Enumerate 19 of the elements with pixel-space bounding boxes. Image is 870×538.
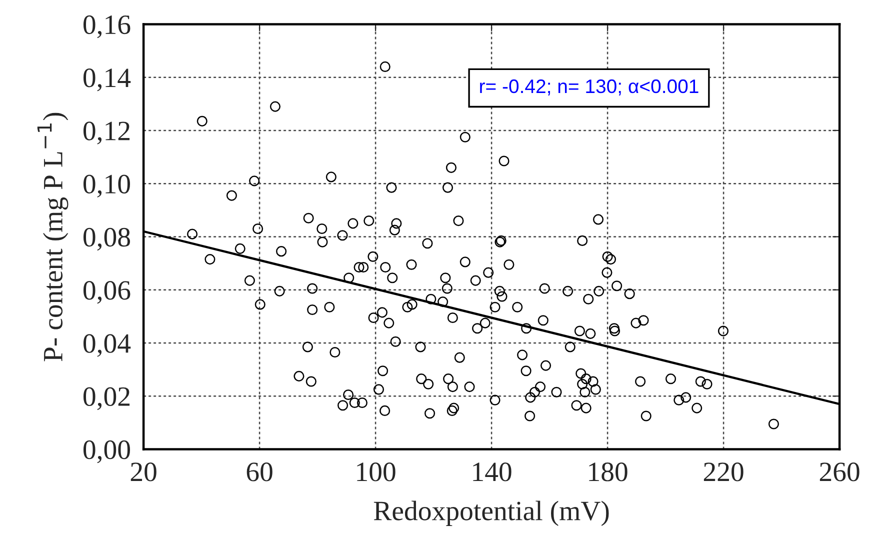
annotation: r= -0.42; n= 130; α<0.001 — [480, 79, 698, 96]
y-tick-label: 0,06 — [84, 281, 130, 304]
y-tick-label: 0,12 — [84, 122, 130, 144]
x-tick-label: 180 — [589, 462, 628, 482]
y-tick-label: 0,04 — [84, 334, 131, 357]
x-tick-label: 100 — [357, 462, 396, 482]
y-tick-label: 0,10 — [84, 174, 130, 198]
x-tick-label: 20 — [130, 462, 156, 482]
y-tick-label: 0,08 — [84, 228, 130, 251]
y-axis-title: P- content (mg P L$^{−1}$) — [37, 112, 68, 362]
x-tick-label: 260 — [820, 462, 860, 482]
x-tick-label: 220 — [704, 462, 744, 482]
y-tick-label: 0,14 — [84, 68, 131, 92]
y-tick-label: 0,16 — [84, 15, 130, 38]
y-tick-label: 0,00 — [84, 440, 130, 464]
x-tick-label: 60 — [246, 462, 272, 482]
x-tick-label: 140 — [473, 462, 512, 482]
y-tick-label: 0,02 — [84, 387, 130, 410]
x-axis-title: Redoxpotential (mV) — [374, 500, 609, 526]
